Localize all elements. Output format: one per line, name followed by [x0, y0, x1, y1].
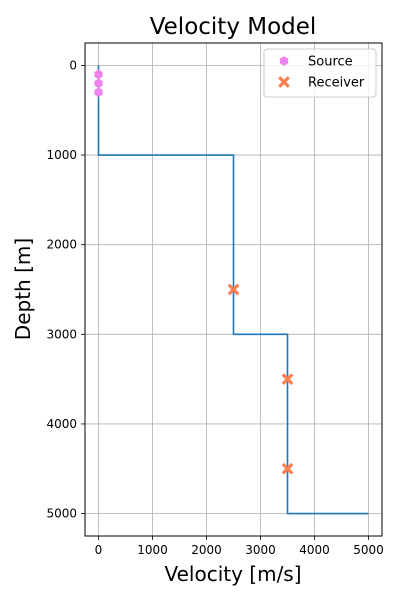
y-tick-label: 4000	[46, 417, 77, 431]
legend-label: Source	[308, 55, 353, 70]
velocity-profile-line	[97, 65, 369, 515]
y-tick-label: 3000	[46, 327, 77, 341]
x-tick-label: 0	[95, 543, 103, 557]
x-tick-label: 1000	[137, 543, 168, 557]
receiver-marker	[227, 283, 240, 296]
x-tick-label: 4000	[299, 543, 330, 557]
receiver-legend-marker	[278, 76, 290, 88]
x-tick-label: 3000	[245, 543, 276, 557]
data-series	[94, 65, 369, 515]
axis-ticks: 0 1000 2000 3000 4000 5000 0 1000 2000 3000 4000 50…	[46, 58, 383, 557]
x-tick-label: 2000	[191, 543, 222, 557]
marker-stroke	[278, 76, 290, 88]
source-legend-marker	[279, 56, 289, 66]
y-tick-label: 2000	[46, 238, 77, 252]
legend-box	[263, 48, 377, 98]
legend: Source Receiver	[263, 48, 377, 98]
plot-area-frame	[84, 42, 383, 537]
source-marker	[94, 69, 103, 80]
y-tick-label: 1000	[46, 148, 77, 162]
y-tick-label: 0	[69, 58, 77, 72]
legend-label: Receiver	[308, 76, 365, 91]
y-tick-label: 5000	[46, 507, 77, 521]
marker-stroke	[281, 373, 294, 385]
chart-title: Velocity Model	[150, 14, 317, 40]
x-tick-label: 5000	[353, 543, 384, 557]
receiver-marker	[281, 373, 294, 385]
marker-stroke	[227, 283, 240, 296]
marker-stroke	[281, 462, 294, 475]
receiver-marker	[281, 462, 294, 475]
grid-lines	[85, 43, 382, 536]
source-marker	[94, 78, 103, 89]
y-axis-label: Depth [m]	[11, 238, 35, 340]
source-marker	[94, 87, 103, 98]
x-axis-label: Velocity [m/s]	[164, 562, 301, 586]
